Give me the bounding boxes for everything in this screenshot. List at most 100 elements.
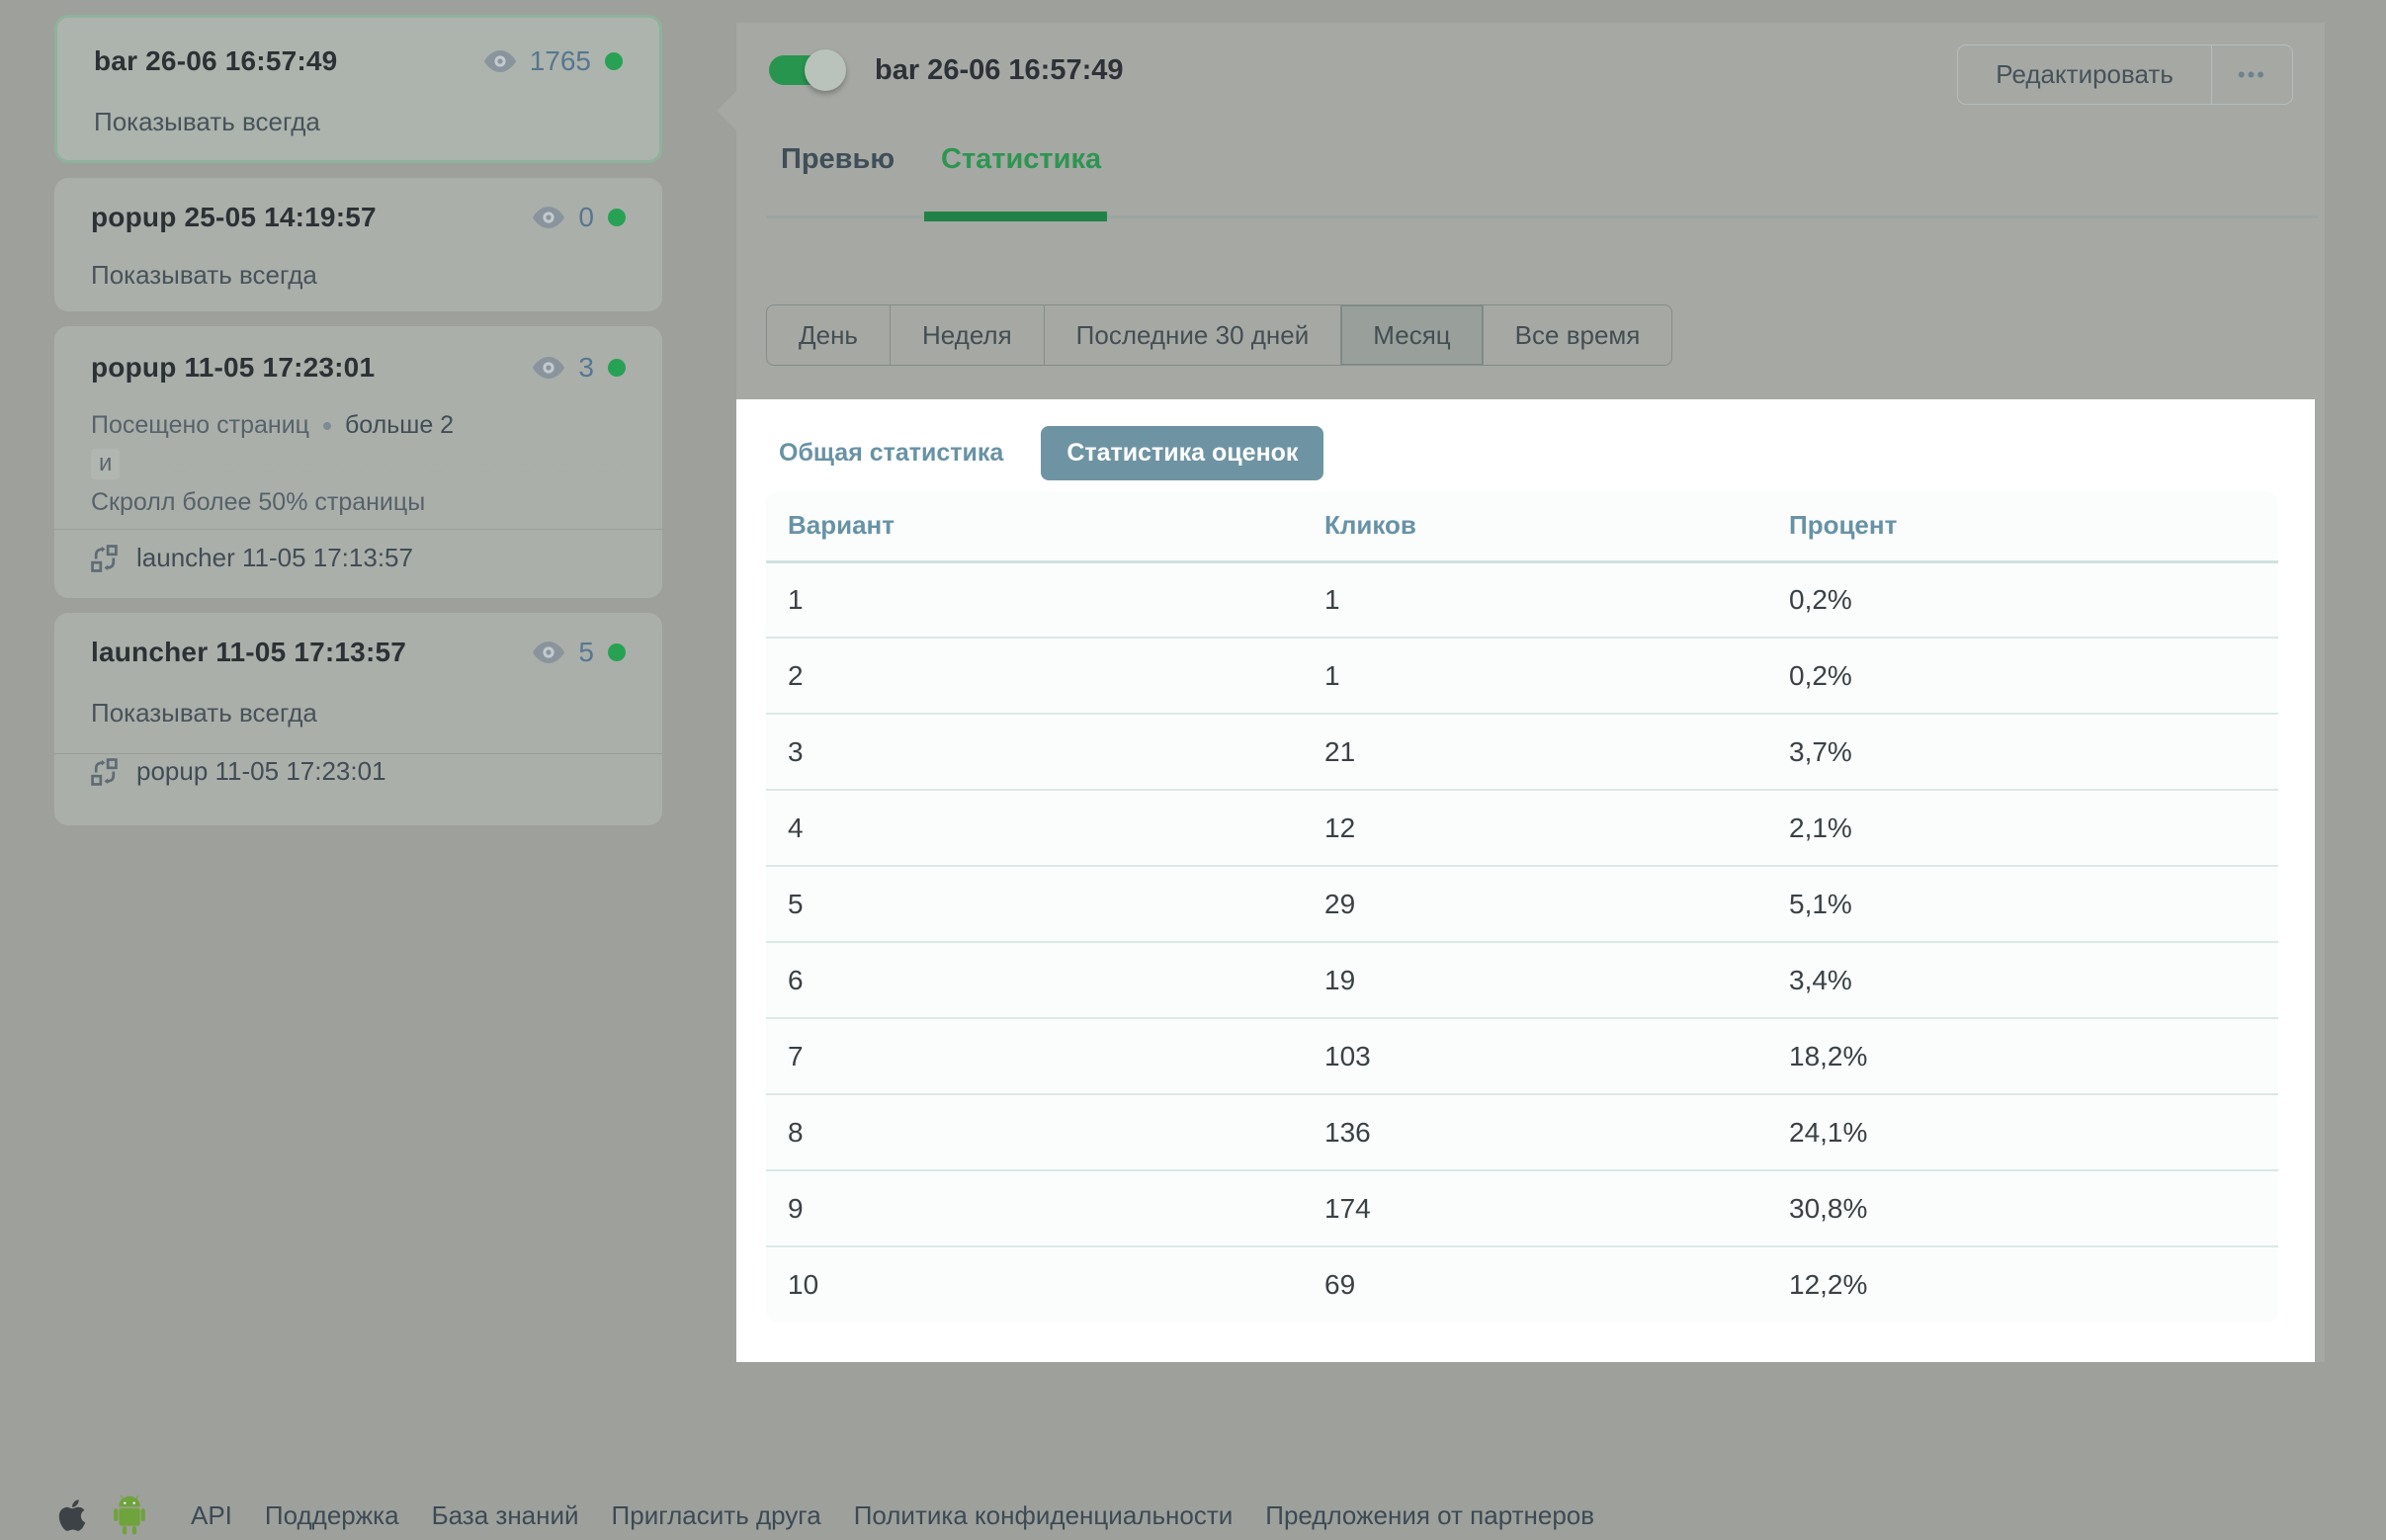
active-status-dot [608, 209, 626, 226]
table-cell: 6 [766, 941, 1303, 1018]
tab-statistics[interactable]: Статистика [941, 143, 1102, 175]
period-week[interactable]: Неделя [891, 305, 1045, 365]
linked-widget-row[interactable]: launcher 11-05 17:13:57 [91, 543, 626, 573]
table-row: 4 12 2,1% [766, 789, 2278, 866]
card-divider [54, 753, 662, 754]
apple-icon[interactable] [57, 1497, 87, 1533]
footer-link-support[interactable]: Поддержка [264, 1499, 399, 1530]
ab-link-icon [91, 544, 118, 572]
condition-dashed-line [137, 463, 626, 466]
linked-widget-label: launcher 11-05 17:13:57 [136, 543, 413, 572]
table-row: 7 103 18,2% [766, 1017, 2278, 1094]
views-count: 0 [578, 202, 594, 232]
table-cell: 69 [1303, 1245, 1767, 1323]
table-cell: 21 [1303, 713, 1767, 790]
table-cell: 103 [1303, 1017, 1767, 1094]
linked-widget-label: popup 11-05 17:23:01 [136, 756, 386, 786]
table-cell: 18,2% [1767, 1017, 2278, 1094]
statistics-subtabs: Общая статистика Статистика оценок [779, 426, 1324, 480]
table-row: 9 174 30,8% [766, 1169, 2278, 1246]
android-icon[interactable] [113, 1496, 146, 1535]
period-day[interactable]: День [767, 305, 891, 365]
widget-condition: Показывать всегда [94, 107, 320, 136]
table-cell: 0,2% [1789, 583, 1852, 615]
table-cell: 0,2% [1767, 637, 2278, 714]
footer-link-invite-friend[interactable]: Пригласить друга [611, 1499, 821, 1530]
period-filter-group: День Неделя Последние 30 дней Месяц Все … [766, 304, 1673, 366]
card-divider [54, 529, 662, 530]
widget-card-launcher[interactable]: launcher 11-05 17:13:57 5 Показывать все… [54, 613, 662, 825]
table-cell: 10 [766, 1245, 1303, 1323]
toggle-knob [805, 49, 846, 91]
table-cell: 3,4% [1767, 941, 2278, 1018]
eye-icon [533, 207, 565, 228]
condition-value: больше 2 [344, 411, 455, 439]
widget-detail-title: bar 26-06 16:57:49 [875, 54, 1124, 86]
linked-widget-row[interactable]: popup 11-05 17:23:01 [91, 756, 626, 787]
widget-condition: Показывать всегда [91, 698, 317, 727]
table-cell: 3,7% [1767, 713, 2278, 790]
page-footer: API Поддержка База знаний Пригласить дру… [57, 1491, 1594, 1540]
widget-title: launcher 11-05 17:13:57 [91, 637, 407, 667]
table-cell: 1 [1303, 637, 1767, 714]
column-header-clicks: Кликов [1303, 491, 1767, 563]
table-cell: 8 [766, 1093, 1303, 1170]
footer-link-knowledge-base[interactable]: База знаний [431, 1499, 579, 1530]
table-cell: 5,1% [1767, 865, 2278, 942]
table-row: 1 1 0,2% [766, 561, 2278, 638]
widget-actions-group: Редактировать ••• [1957, 44, 2293, 105]
eye-icon [533, 642, 565, 663]
views-count: 3 [578, 352, 594, 383]
widget-card-bar[interactable]: bar 26-06 16:57:49 1765 Показывать всегд… [54, 15, 662, 163]
table-cell: 2 [766, 637, 1303, 714]
table-cell: 3 [766, 713, 1303, 790]
active-tab-underline [924, 212, 1107, 221]
active-status-dot [605, 52, 623, 70]
column-header-variant: Вариант [766, 491, 1303, 563]
subtab-general-statistics[interactable]: Общая статистика [779, 439, 1004, 467]
ab-link-icon [91, 757, 118, 786]
table-cell: 5 [766, 865, 1303, 942]
table-cell: 174 [1303, 1169, 1767, 1246]
table-cell: 29 [1303, 865, 1767, 942]
condition-connector: и [91, 449, 121, 479]
statistics-panel: Общая статистика Статистика оценок Вариа… [736, 399, 2315, 1362]
period-last-30-days[interactable]: Последние 30 дней [1045, 305, 1342, 365]
period-month[interactable]: Месяц [1341, 305, 1484, 365]
tab-preview[interactable]: Превью [781, 143, 895, 175]
condition-2: Скролл более 50% страницы [91, 488, 426, 516]
widget-card-popup-25-05[interactable]: popup 25-05 14:19:57 0 Показывать всегда [54, 178, 662, 311]
footer-link-partner-offers[interactable]: Предложения от партнеров [1265, 1499, 1595, 1530]
table-row: 5 29 5,1% [766, 865, 2278, 942]
table-cell: 24,1% [1767, 1093, 2278, 1170]
ratings-table: Вариант Кликов Процент 1 1 0,2% 2 1 0,2% 3 21 3,… [766, 491, 2278, 1323]
footer-link-privacy-policy[interactable]: Политика конфиденциальности [853, 1499, 1234, 1530]
widget-condition: Показывать всегда [91, 260, 317, 290]
tabs-divider-line [766, 215, 2318, 218]
footer-link-api[interactable]: API [191, 1499, 232, 1530]
table-cell: 12 [1303, 789, 1767, 866]
condition-label: Посещено страниц [91, 411, 309, 439]
condition-separator-dot [322, 421, 331, 430]
widget-enabled-toggle[interactable] [769, 49, 846, 91]
subtab-ratings-statistics[interactable]: Статистика оценок [1041, 426, 1324, 480]
active-status-dot [608, 643, 626, 661]
views-count: 5 [578, 637, 594, 667]
table-cell: 1 [1324, 583, 1340, 615]
table-cell: 9 [766, 1169, 1303, 1246]
widget-card-popup-11-05[interactable]: popup 11-05 17:23:01 3 Посещено страниц … [54, 326, 662, 598]
table-cell: 19 [1303, 941, 1767, 1018]
table-header-row: Вариант Кликов Процент [766, 491, 2278, 563]
views-count: 1765 [529, 45, 591, 76]
period-all-time[interactable]: Все время [1514, 319, 1641, 350]
more-actions-button[interactable]: ••• [2210, 45, 2292, 104]
active-status-dot [608, 359, 626, 377]
table-row: 8 136 24,1% [766, 1093, 2278, 1170]
widget-detail-panel: bar 26-06 16:57:49 Редактировать ••• Пре… [736, 23, 2325, 1362]
edit-button[interactable]: Редактировать [1958, 45, 2211, 104]
table-row: 6 19 3,4% [766, 941, 2278, 1018]
column-header-percent: Процент [1767, 491, 2278, 563]
widget-title: bar 26-06 16:57:49 [94, 45, 338, 76]
stats-table-body: 1 1 0,2% 2 1 0,2% 3 21 3,7% 4 12 2,1% 5 29 5,1% 6 19 3,4%… [766, 561, 2278, 1323]
table-cell: 1 [788, 583, 804, 615]
